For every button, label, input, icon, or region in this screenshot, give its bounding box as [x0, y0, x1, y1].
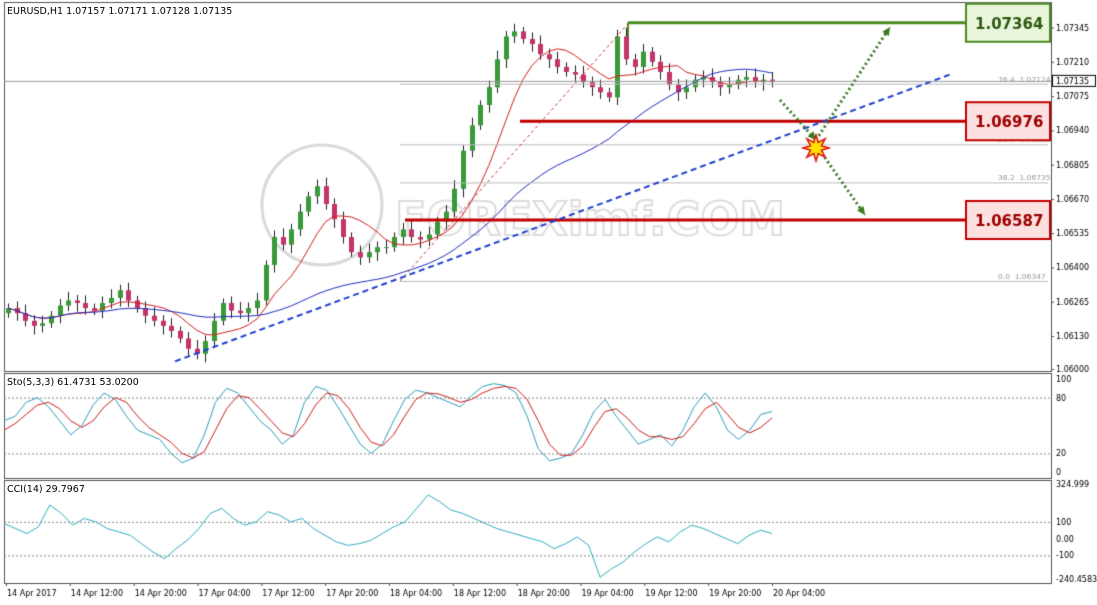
stochastic-title: Sto(5,3,3) 61.4731 53.0200	[7, 377, 139, 388]
cci-title: CCI(14) 29.7967	[7, 484, 85, 495]
main-chart-title: EURUSD,H1 1.07157 1.07171 1.07128 1.0713…	[7, 6, 233, 17]
